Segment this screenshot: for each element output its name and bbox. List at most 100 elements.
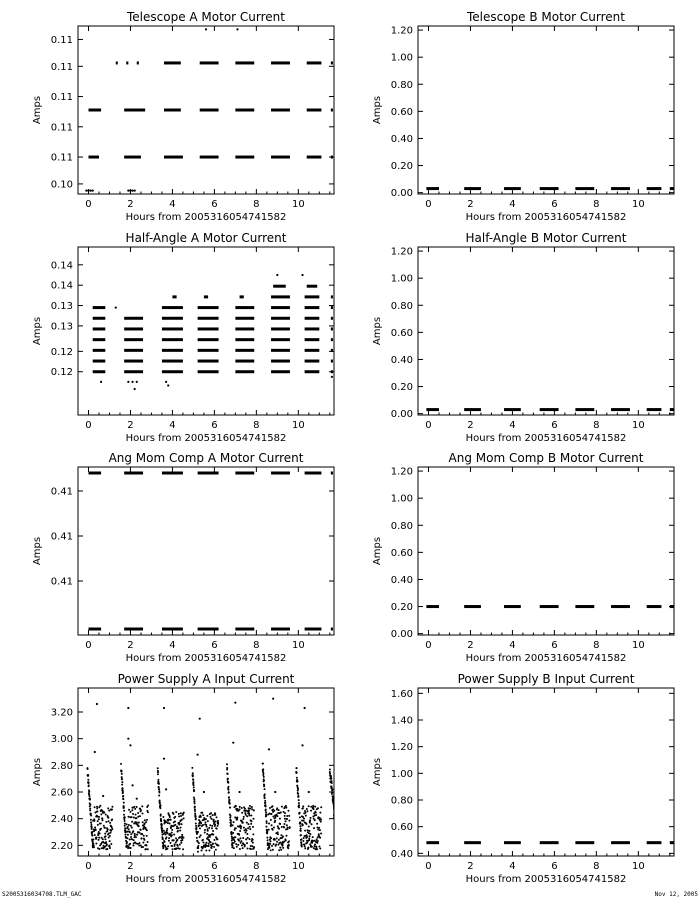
data-point (106, 830, 109, 833)
data-point (304, 829, 307, 832)
data-point (269, 842, 272, 845)
data-band-segment (161, 370, 183, 374)
data-point (247, 810, 250, 813)
data-point (248, 812, 251, 815)
data-point (87, 189, 90, 192)
data-band-segment (304, 306, 320, 310)
y-tick-label: 1.20 (391, 742, 413, 753)
data-point (90, 826, 93, 829)
data-point (108, 840, 111, 843)
data-band-segment (271, 61, 290, 65)
data-point (283, 817, 286, 820)
data-point (214, 820, 217, 823)
data-band-segment (203, 295, 209, 299)
data-point (277, 838, 280, 841)
data-point (138, 844, 141, 847)
data-point (182, 817, 185, 820)
data-point (182, 836, 185, 839)
data-point (145, 821, 148, 824)
data-point (250, 814, 253, 817)
data-point (249, 845, 252, 848)
data-point (133, 822, 136, 825)
data-band-segment (330, 627, 333, 631)
data-point (272, 808, 275, 811)
data-point (193, 805, 196, 808)
y-tick-label: 0.11 (51, 35, 73, 46)
data-band-segment (197, 370, 219, 374)
data-point (296, 789, 299, 792)
data-point (139, 828, 142, 831)
data-point (126, 833, 129, 836)
data-point (87, 774, 90, 777)
data-point (227, 788, 230, 791)
plot-frame (417, 466, 675, 636)
data-point (229, 816, 232, 819)
data-point (133, 387, 136, 391)
data-point (212, 818, 215, 821)
data-point (298, 811, 301, 814)
data-point (192, 786, 195, 789)
data-point (334, 801, 336, 803)
data-point (88, 795, 91, 798)
data-point (208, 839, 211, 842)
data-band-segment (124, 627, 144, 631)
data-point (120, 762, 123, 765)
data-point (87, 784, 90, 787)
data-point (205, 845, 208, 848)
data-point (316, 826, 319, 829)
data-point (229, 825, 232, 828)
data-point (268, 807, 271, 810)
data-point (142, 846, 145, 849)
data-point (129, 842, 132, 845)
x-tick-label: 10 (292, 861, 305, 872)
x-tick-label: 0 (85, 199, 91, 210)
data-point (250, 822, 253, 825)
data-band-segment (88, 471, 102, 475)
data-band-segment (88, 627, 102, 631)
data-point (247, 807, 250, 810)
data-point (278, 817, 281, 820)
data-point (114, 306, 117, 309)
plot-frame (77, 25, 335, 195)
data-point (305, 834, 308, 837)
data-point (192, 778, 195, 781)
chart-5: Ang Mom Comp A Motor Current 0 2 4 6 8 10 0.41 0… (32, 451, 335, 664)
data-layer (426, 605, 674, 609)
data-band-segment (426, 841, 439, 845)
data-point (176, 829, 179, 832)
data-point (87, 792, 90, 795)
data-point (202, 790, 206, 794)
x-tick-label: 6 (551, 640, 557, 651)
data-point (208, 826, 211, 829)
data-band-segment (575, 605, 595, 609)
data-band-segment (197, 359, 219, 363)
data-point (97, 847, 100, 850)
data-point (163, 840, 166, 843)
data-point (268, 812, 271, 815)
data-point (213, 839, 216, 842)
data-point (248, 814, 251, 817)
data-point (279, 846, 282, 849)
data-point (194, 815, 197, 818)
data-point (104, 845, 107, 848)
data-point (180, 818, 183, 821)
data-point (156, 767, 159, 770)
data-band-segment (304, 338, 320, 342)
data-band-segment (197, 471, 219, 475)
data-layer (92, 273, 334, 391)
data-band-segment (271, 348, 290, 352)
data-point (198, 827, 201, 830)
data-point (87, 778, 90, 781)
data-point (271, 805, 274, 808)
data-band-segment (330, 295, 333, 299)
data-point (270, 837, 273, 840)
data-point (166, 827, 169, 830)
data-point (307, 832, 310, 835)
data-point (280, 825, 283, 828)
data-point (243, 806, 246, 809)
data-point (104, 813, 107, 816)
data-point (129, 824, 132, 827)
data-point (133, 834, 136, 837)
data-band-segment (197, 348, 219, 352)
